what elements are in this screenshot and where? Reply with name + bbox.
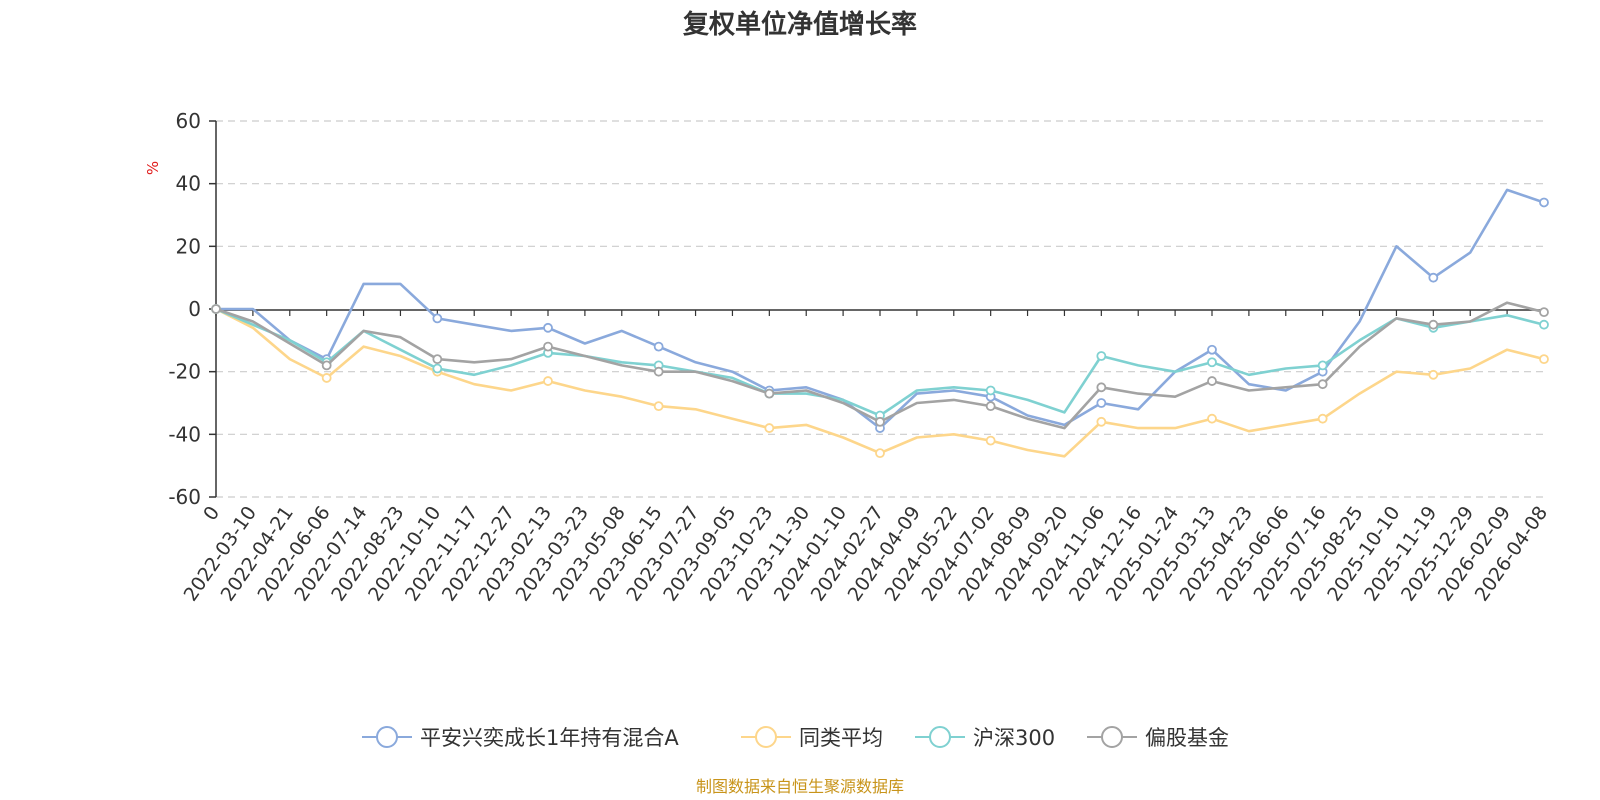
series-1-point	[1207, 344, 1217, 355]
series-2-point	[764, 423, 775, 433]
series-4-point	[432, 354, 443, 365]
series-2-point	[1207, 413, 1217, 424]
series-2-point	[653, 401, 664, 412]
series-4-point	[321, 360, 332, 371]
y-tick-label: -40	[168, 422, 201, 446]
chart-title: 复权单位净值增长率	[683, 9, 917, 40]
series-3-point	[1317, 360, 1328, 371]
series-2-point	[1317, 413, 1328, 424]
y-tick-label: -60	[168, 485, 201, 509]
series-4-point	[985, 401, 996, 412]
series-4-point	[764, 388, 775, 399]
legend[interactable]: 平安兴奕成长1年持有混合A 同类平均 沪深300 偏股基金	[362, 726, 1229, 750]
series-4-point	[543, 341, 553, 352]
series-3-point	[1207, 357, 1217, 368]
series-1-point	[432, 313, 443, 324]
series-2-point	[1428, 369, 1439, 380]
y-tick-label: 60	[176, 109, 201, 133]
legend-marker	[1101, 726, 1123, 748]
y-tick-label: -20	[168, 360, 201, 384]
legend-marker	[929, 726, 951, 748]
series-layer	[211, 188, 1549, 459]
series-line-1	[216, 188, 1545, 430]
y-tick-label: 0	[188, 297, 201, 321]
data-source-note: 制图数据来自恒生聚源数据库	[696, 777, 904, 796]
series-3-point	[1539, 319, 1549, 330]
series-3-point	[432, 363, 443, 374]
series-4-point	[211, 304, 221, 314]
y-tick-label: 20	[176, 234, 201, 258]
series-2-point	[321, 373, 332, 383]
legend-label: 同类平均	[799, 726, 883, 750]
y-axis-unit: %	[144, 161, 162, 175]
series-4-point	[1539, 307, 1549, 318]
series-3-point	[1096, 351, 1107, 361]
series-2-point	[875, 448, 885, 459]
series-4-point	[1317, 379, 1328, 390]
x-tick-label: 0	[199, 502, 224, 525]
series-1-point	[1096, 398, 1107, 408]
legend-marker	[376, 726, 398, 748]
legend-item-4[interactable]: 偏股基金	[1087, 726, 1229, 750]
series-2-point	[985, 435, 996, 446]
series-1-point	[1539, 197, 1549, 208]
legend-item-3[interactable]: 沪深300	[915, 726, 1055, 750]
legend-label: 偏股基金	[1145, 726, 1229, 750]
legend-label: 平安兴奕成长1年持有混合A	[420, 726, 679, 750]
legend-marker	[755, 726, 777, 748]
series-4-point	[1428, 319, 1439, 330]
legend-item-1[interactable]: 平安兴奕成长1年持有混合A	[362, 726, 679, 750]
legend-item-2[interactable]: 同类平均	[741, 726, 883, 750]
y-tick-label: 40	[176, 172, 201, 196]
series-2-point	[1096, 416, 1107, 427]
series-3-point	[985, 385, 996, 396]
legend-label: 沪深300	[973, 726, 1055, 750]
series-4-point	[1096, 382, 1107, 393]
series-2-point	[1539, 354, 1549, 365]
series-1-point	[543, 322, 553, 333]
series-4-point	[653, 366, 664, 377]
series-2-point	[543, 376, 553, 386]
series-4-point	[875, 416, 885, 427]
series-line-4	[215, 301, 1545, 430]
series-1-point	[1428, 272, 1439, 283]
grid-layer	[216, 120, 1544, 498]
series-1-point	[653, 341, 664, 352]
series-4-point	[1207, 376, 1217, 386]
